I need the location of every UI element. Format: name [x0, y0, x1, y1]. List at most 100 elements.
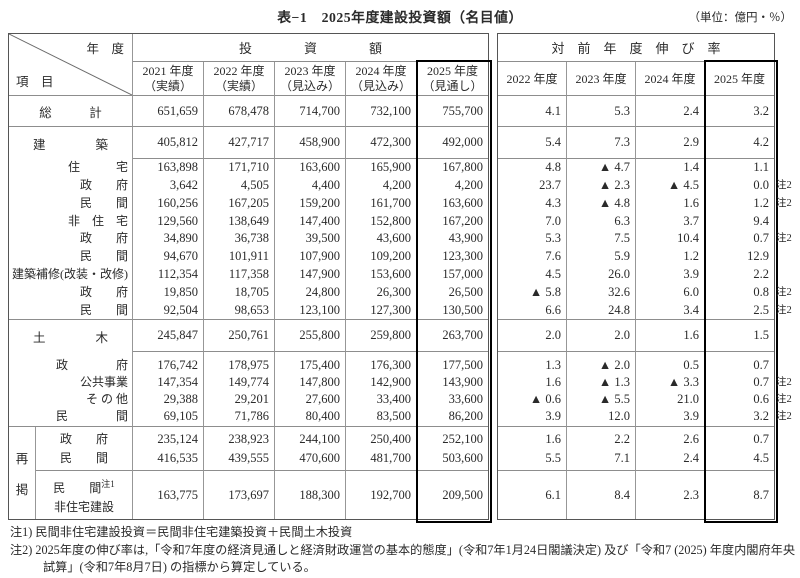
value-column: 163,600 4,400 159,200 147,400 39,500 107…	[275, 159, 346, 320]
note2-markers-building: 注2 注2 注2 注2 注2	[776, 179, 792, 316]
rate-column: 1.4 ▲ 4.5 1.6 3.7 10.4 1.2 3.9 6.0 3.4	[636, 159, 705, 320]
footnotes: 注1) 民間非住宅建設投資＝民間非住宅建築投資＋民間土木投資 注2) 2025年…	[10, 524, 796, 577]
rate-cell: 4.2	[705, 127, 774, 159]
value-column: 165,900 4,200 161,700 152,800 43,600 109…	[346, 159, 417, 320]
restated-char-2: 掲	[15, 483, 29, 498]
value-cell: 678,478	[204, 96, 275, 127]
year-status: （見通し）	[422, 78, 483, 93]
year-label: 2022 年度	[213, 63, 265, 78]
value-column: 244,100 470,600	[275, 427, 346, 471]
year-status: （実績）	[214, 78, 263, 93]
header-year-axis-label: 年 度	[86, 42, 124, 56]
footnote-1: 注1) 民間非住宅建設投資＝民間非住宅建築投資＋民間土木投資	[10, 525, 353, 539]
rate-column: 1.1 0.0 1.2 9.4 0.7 12.9 2.2 0.8 2.5	[705, 159, 774, 320]
rate-cell: 8.4	[567, 471, 636, 519]
value-column: 177,500 143,900 33,600 86,200	[417, 352, 488, 427]
value-cell: 173,697	[204, 471, 275, 519]
row-label-civil-group: 土 木 政 府 公共事業 そ の 他 民 間	[9, 320, 133, 427]
rate-cell: 6.1	[498, 471, 567, 519]
value-column: 238,923 439,555	[204, 427, 275, 471]
value-cell: 188,300	[275, 471, 346, 519]
value-column: 235,124 416,535	[133, 427, 204, 471]
rate-cell: 2.9	[636, 127, 705, 159]
rate-cell: 1.5	[705, 320, 774, 352]
investment-group-header: 投 資 額	[133, 34, 488, 62]
rate-column: ▲ 4.7 ▲ 2.3 ▲ 4.8 6.3 7.5 5.9 26.0 32.6 …	[567, 159, 636, 320]
row-label-civil: 土 木	[32, 330, 108, 345]
rate-cell: 5.4	[498, 127, 567, 159]
rate-column: 0.7 4.5	[705, 427, 774, 471]
column-header-2022-rate: 2022 年度	[498, 62, 567, 96]
row-label-building: 建 築	[32, 137, 108, 152]
year-status: （見込み）	[350, 78, 411, 93]
rate-cell: 2.4	[636, 96, 705, 127]
restated-section: 再 掲 政 府 民 間 民 間注1 非住宅建設	[9, 427, 133, 519]
rate-column: 0.7 0.7 0.6 3.2	[705, 352, 774, 427]
rate-column: ▲ 2.0 ▲ 1.3 ▲ 5.5 12.0	[567, 352, 636, 427]
row-labels-building-detail: 住 宅 政 府 民 間 非 住 宅 政 府 民 間 建築補修(改装・改修) 政 …	[12, 160, 128, 317]
diagonal-line	[9, 34, 132, 95]
column-header-2021: 2021 年度 （実績）	[133, 62, 204, 96]
value-cell: 714,700	[275, 96, 346, 127]
restated-char-1: 再	[15, 451, 29, 466]
column-header-2025: 2025 年度 （見通し）	[417, 62, 488, 96]
investment-table: 年 度 項 目 投 資 額 2021 年度 （実績） 2022 年度 （実績） …	[8, 33, 489, 520]
rate-column: 2.2 7.1	[567, 427, 636, 471]
rate-column: 1.3 1.6 ▲ 0.6 3.9	[498, 352, 567, 427]
value-cell: 427,717	[204, 127, 275, 159]
row-labels-civil-detail: 政 府 公共事業 そ の 他 民 間	[55, 358, 128, 423]
rate-cell: 7.3	[567, 127, 636, 159]
value-cell: 755,700	[417, 96, 488, 127]
column-header-2025-rate: 2025 年度	[705, 62, 774, 96]
value-cell: 472,300	[346, 127, 417, 159]
year-label: 2021 年度	[142, 63, 194, 78]
restated-private-nonres-label: 民 間注1 非住宅建設	[36, 471, 132, 519]
restated-nonres-label: 非住宅建設	[53, 500, 114, 514]
value-cell: 732,100	[346, 96, 417, 127]
value-column: 176,300 142,900 33,400 83,500	[346, 352, 417, 427]
value-cell: 250,761	[204, 320, 275, 352]
restated-side-label: 再 掲	[9, 427, 36, 519]
row-label-total: 総 計	[9, 96, 133, 127]
value-cell: 209,500	[442, 487, 483, 502]
unit-label: （単位：億円・％）	[688, 12, 793, 24]
value-cell: 651,659	[133, 96, 204, 127]
column-header-2024-rate: 2024 年度	[636, 62, 705, 96]
rate-cell: 5.3	[567, 96, 636, 127]
diagonal-header-cell: 年 度 項 目	[9, 34, 133, 96]
rate-cell: 4.1	[498, 96, 567, 127]
value-column: 167,800 4,200 163,600 167,200 43,900 123…	[417, 159, 488, 320]
value-column: 178,975 149,774 29,201 71,786	[204, 352, 275, 427]
restated-labels: 政 府 民 間 民 間注1 非住宅建設	[36, 427, 132, 519]
rate-cell: 2.0	[498, 320, 567, 352]
rate-column: 4.8 23.7 4.3 7.0 5.3 7.6 4.5 ▲ 5.8 6.6	[498, 159, 567, 320]
year-label: 2023 年度	[284, 63, 336, 78]
value-column: 250,400 481,700	[346, 427, 417, 471]
value-cell: 492,000	[417, 127, 488, 159]
value-cell: 163,775	[133, 471, 204, 519]
note1-superscript: 注1	[101, 479, 115, 489]
value-column: 163,898 3,642 160,256 129,560 34,890 94,…	[133, 159, 204, 320]
value-cell: 259,800	[346, 320, 417, 352]
value-column: 171,710 4,505 167,205 138,649 36,738 101…	[204, 159, 275, 320]
column-header-2023-rate: 2023 年度	[567, 62, 636, 96]
value-cell: 405,812	[133, 127, 204, 159]
growth-group-header: 対 前 年 度 伸 び 率	[498, 34, 774, 62]
row-label-building-group: 建 築 住 宅 政 府 民 間 非 住 宅 政 府 民 間 建築補修(改装・改修…	[9, 127, 133, 320]
restated-private-label: 民 間	[53, 481, 102, 495]
rate-cell: 2.3	[636, 471, 705, 519]
value-cell: 458,900	[275, 127, 346, 159]
value-cell: 192,700	[346, 471, 417, 519]
year-label: 2025 年度	[426, 63, 478, 78]
rate-column: 2.6 2.4	[636, 427, 705, 471]
restated-private-label-line: 民 間注1	[36, 475, 132, 498]
table-title: 表−1 2025年度建設投資額（名目値）	[277, 10, 523, 25]
column-header-2022: 2022 年度 （実績）	[204, 62, 275, 96]
value-cell: 263,700	[417, 320, 488, 352]
rate-column: 0.5 ▲ 3.3 21.0 3.9	[636, 352, 705, 427]
restated-gov-private-labels: 政 府 民 間	[36, 427, 132, 471]
column-header-2023: 2023 年度 （見込み）	[275, 62, 346, 96]
value-column: 252,100 503,600	[417, 427, 488, 471]
value-cell: 255,800	[275, 320, 346, 352]
